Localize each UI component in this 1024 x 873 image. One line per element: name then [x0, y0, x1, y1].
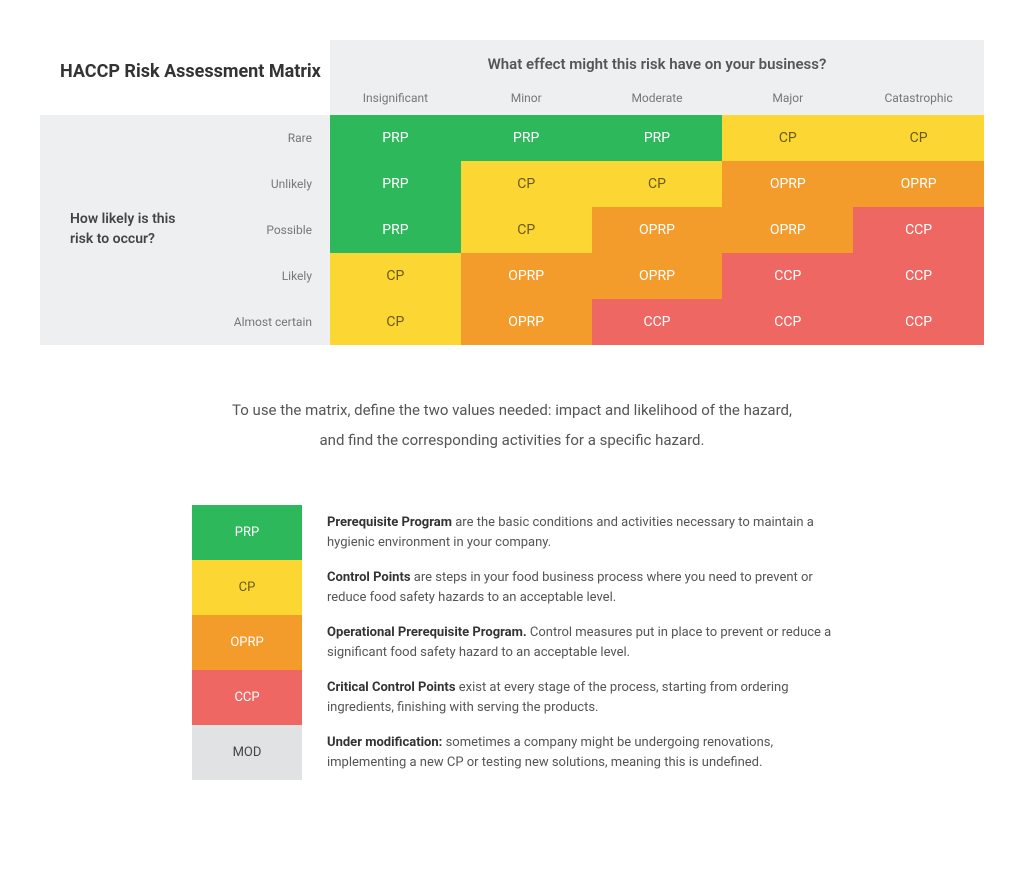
matrix-cell: OPRP	[461, 299, 592, 345]
matrix-title: HACCP Risk Assessment Matrix	[60, 60, 330, 83]
column-question: What effect might this risk have on your…	[330, 55, 984, 73]
matrix-cell: OPRP	[722, 207, 853, 253]
instruction-line-2: and find the corresponding activities fo…	[320, 431, 705, 449]
row-headers: RareUnlikelyPossibleLikelyAlmost certain	[190, 115, 330, 345]
matrix-cell: CCP	[722, 299, 853, 345]
matrix-cell: CP	[461, 161, 592, 207]
column-header: Minor	[461, 91, 592, 105]
column-headers: InsignificantMinorModerateMajorCatastrop…	[330, 91, 984, 105]
legend-swatch: PRP	[192, 505, 302, 560]
column-header: Insignificant	[330, 91, 461, 105]
legend-description: Control Points are steps in your food bu…	[327, 568, 832, 607]
matrix-title-cell: HACCP Risk Assessment Matrix	[40, 40, 330, 115]
matrix-cell: CP	[330, 253, 461, 299]
legend-description: Under modification: sometimes a company …	[327, 733, 832, 772]
matrix-cell: CP	[853, 115, 984, 161]
matrix-cell: CCP	[592, 299, 723, 345]
matrix-cell: OPRP	[853, 161, 984, 207]
column-header: Moderate	[592, 91, 723, 105]
legend-swatch: MOD	[192, 725, 302, 780]
legend-row: CCP Critical Control Points exist at ever…	[192, 670, 832, 725]
matrix-cell: CCP	[853, 207, 984, 253]
column-header-panel: What effect might this risk have on your…	[330, 40, 984, 115]
matrix-cell: PRP	[461, 115, 592, 161]
row-header: Almost certain	[190, 299, 330, 345]
row-header: Rare	[190, 115, 330, 161]
matrix-cell: CCP	[853, 253, 984, 299]
matrix-cells: PRPPRPPRPCPCPPRPCPCPOPRPOPRPPRPCPOPRPOPR…	[330, 115, 984, 345]
legend-description: Prerequisite Program are the basic condi…	[327, 513, 832, 552]
legend-row: MOD Under modification: sometimes a compa…	[192, 725, 832, 780]
legend-swatch: CCP	[192, 670, 302, 725]
row-header: Possible	[190, 207, 330, 253]
matrix-cell: OPRP	[592, 253, 723, 299]
column-header: Catastrophic	[853, 91, 984, 105]
instruction-text: To use the matrix, define the two values…	[162, 395, 862, 455]
row-header: Likely	[190, 253, 330, 299]
risk-matrix: HACCP Risk Assessment Matrix What effect…	[40, 40, 984, 345]
matrix-cell: PRP	[330, 161, 461, 207]
legend-row: CP Control Points are steps in your food …	[192, 560, 832, 615]
matrix-cell: CP	[461, 207, 592, 253]
matrix-cell: CCP	[853, 299, 984, 345]
legend-swatch: OPRP	[192, 615, 302, 670]
row-question: How likely is this risk to occur?	[70, 210, 190, 249]
legend-description: Critical Control Points exist at every s…	[327, 678, 832, 717]
matrix-cell: CP	[330, 299, 461, 345]
row-header: Unlikely	[190, 161, 330, 207]
row-header-panel: How likely is this risk to occur? RareUn…	[40, 115, 330, 345]
matrix-cell: PRP	[330, 207, 461, 253]
legend-row: PRP Prerequisite Program are the basic co…	[192, 505, 832, 560]
matrix-cell: OPRP	[461, 253, 592, 299]
matrix-cell: PRP	[330, 115, 461, 161]
matrix-cell: OPRP	[592, 207, 723, 253]
matrix-cell: OPRP	[722, 161, 853, 207]
matrix-cell: CCP	[722, 253, 853, 299]
column-header: Major	[722, 91, 853, 105]
matrix-cell: CP	[722, 115, 853, 161]
legend-row: OPRP Operational Prerequisite Program. Co…	[192, 615, 832, 670]
matrix-cell: CP	[592, 161, 723, 207]
legend-description: Operational Prerequisite Program. Contro…	[327, 623, 832, 662]
row-question-wrap: How likely is this risk to occur?	[40, 115, 190, 345]
legend-swatch: CP	[192, 560, 302, 615]
matrix-cell: PRP	[592, 115, 723, 161]
instruction-line-1: To use the matrix, define the two values…	[232, 401, 792, 419]
legend: PRP Prerequisite Program are the basic co…	[192, 505, 832, 780]
